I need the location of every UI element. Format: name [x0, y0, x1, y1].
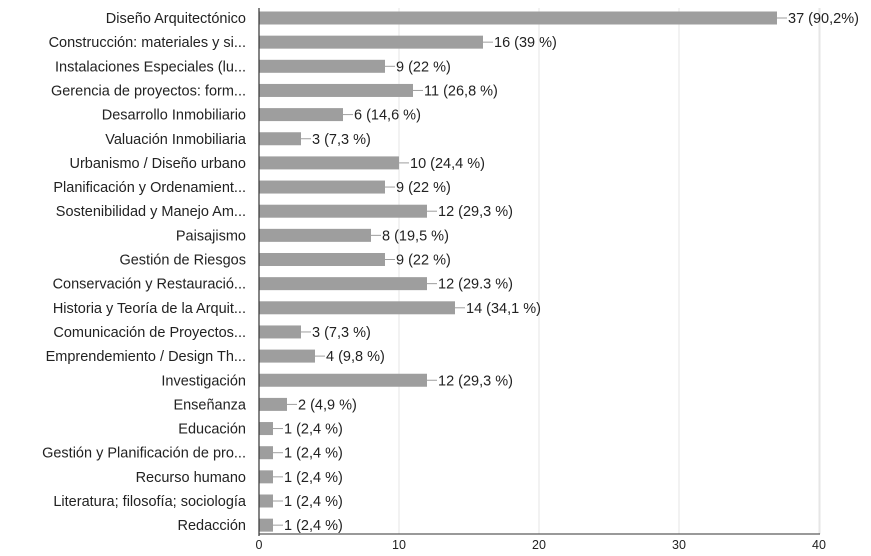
data-label: 9 (22 %) — [396, 180, 451, 196]
x-tick-label: 30 — [672, 538, 686, 551]
bar — [259, 132, 301, 146]
data-label: 6 (14,6 %) — [354, 108, 421, 124]
category-label: Comunicación de Proyectos... — [53, 325, 246, 341]
value-labels: 37 (90,2%) 16 (39 %) 9 (22 %) 11 (26,8 %)6 … — [273, 11, 859, 534]
data-label: 14 (34,1 %) — [466, 301, 541, 317]
bar — [259, 108, 343, 122]
grid-lines — [398, 8, 821, 534]
data-label: 37 (90,2%) — [788, 11, 859, 27]
category-label: Literatura; filosofía; sociología — [53, 494, 247, 510]
category-label: Redacción — [177, 518, 246, 534]
x-tick-label: 20 — [532, 538, 546, 551]
bar — [259, 470, 273, 484]
data-label: 1 (2,4 %) — [284, 518, 343, 534]
bar — [259, 11, 777, 25]
category-labels: Diseño Arquitectónico Construcción: mater… — [42, 11, 247, 534]
category-label: Conservación y Restauració... — [53, 277, 246, 293]
bar — [259, 373, 427, 387]
category-label: Instalaciones Especiales (lu... — [55, 59, 246, 75]
data-label: 2 (4,9 %) — [298, 397, 357, 413]
category-label: Gestión de Riesgos — [119, 253, 246, 269]
data-label: 1 (2,4 %) — [284, 470, 343, 486]
bars — [259, 11, 777, 532]
bar — [259, 494, 273, 508]
category-label: Gerencia de proyectos: form... — [51, 83, 246, 99]
bar — [259, 156, 399, 170]
bar — [259, 422, 273, 436]
category-label: Recurso humano — [136, 470, 246, 486]
category-label: Historia y Teoría de la Arquit... — [53, 301, 246, 317]
data-label: 3 (7,3 %) — [312, 132, 371, 148]
category-label: Diseño Arquitectónico — [106, 11, 246, 27]
category-label: Construcción: materiales y si... — [49, 35, 246, 51]
bar — [259, 446, 273, 460]
x-tick-label: 0 — [256, 538, 263, 551]
bar — [259, 228, 371, 242]
bar — [259, 204, 427, 218]
data-label: 12 (29.3 %) — [438, 277, 513, 293]
data-label: 9 (22 %) — [396, 59, 451, 75]
category-label: Sostenibilidad y Manejo Am... — [56, 204, 246, 220]
category-label: Gestión y Planificación de pro... — [42, 446, 246, 462]
category-label: Planificación y Ordenamient... — [53, 180, 246, 196]
bar — [259, 35, 483, 49]
x-tick-label: 10 — [392, 538, 406, 551]
bar — [259, 518, 273, 532]
data-label: 3 (7,3 %) — [312, 325, 371, 341]
bar — [259, 59, 385, 73]
category-label: Urbanismo / Diseño urbano — [69, 156, 246, 172]
axes: 0 10 20 30 40 — [256, 8, 826, 552]
bar — [259, 349, 315, 363]
bar — [259, 325, 301, 339]
category-label: Emprendemiento / Design Th... — [46, 349, 246, 365]
data-label: 8 (19,5 %) — [382, 228, 449, 244]
bar — [259, 83, 413, 97]
data-label: 16 (39 %) — [494, 35, 557, 51]
category-label: Educación — [178, 422, 246, 438]
category-label: Desarrollo Inmobiliario — [102, 108, 246, 124]
bar — [259, 301, 455, 315]
data-label: 9 (22 %) — [396, 253, 451, 269]
data-label: 10 (24,4 %) — [410, 156, 485, 172]
category-label: Enseñanza — [173, 397, 246, 413]
category-label: Paisajismo — [176, 228, 246, 244]
bar — [259, 277, 427, 291]
category-label: Valuación Inmobiliaria — [105, 132, 247, 148]
bar — [259, 253, 385, 266]
data-label: 12 (29,3 %) — [438, 204, 513, 220]
data-label: 1 (2,4 %) — [284, 422, 343, 438]
category-label: Investigación — [161, 373, 246, 389]
bar — [259, 180, 385, 194]
data-label: 12 (29,3 %) — [438, 373, 513, 389]
data-label: 1 (2,4 %) — [284, 494, 343, 510]
x-tick-label: 40 — [812, 538, 826, 551]
bar — [259, 397, 287, 411]
data-label: 11 (26,8 %) — [424, 83, 498, 99]
data-label: 1 (2,4 %) — [284, 446, 343, 462]
data-label: 4 (9,8 %) — [326, 349, 385, 365]
